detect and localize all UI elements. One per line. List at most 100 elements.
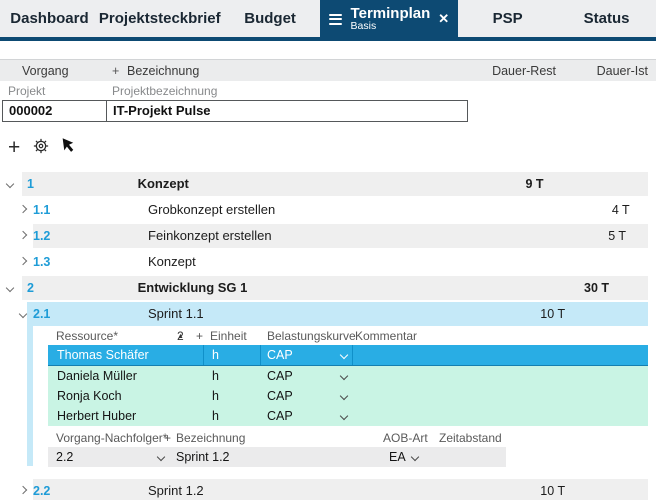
tab-terminplan-active[interactable]: Terminplan Basis ✕ bbox=[319, 0, 459, 41]
gear-icon[interactable] bbox=[32, 137, 50, 160]
add-resource-icon[interactable]: + bbox=[196, 329, 204, 343]
task-name: Konzept bbox=[137, 176, 189, 191]
chevron-down-icon[interactable] bbox=[156, 452, 166, 462]
task-duration: 4 T bbox=[611, 203, 630, 217]
successor-aob-select[interactable]: EA bbox=[389, 450, 406, 464]
task-number: 2.2 bbox=[33, 484, 51, 498]
schedule-tree: 1 Konzept 9 T 1.1 Grobkonzept erstellen … bbox=[0, 172, 656, 500]
chevron-right-icon[interactable] bbox=[18, 204, 28, 214]
projekt-label: Projekt bbox=[8, 84, 46, 98]
resource-name: Thomas Schäfer bbox=[57, 348, 149, 362]
toolbar: + bbox=[8, 137, 656, 159]
chevron-down-icon[interactable] bbox=[5, 283, 15, 293]
sort-asc-icon: ▲ bbox=[177, 333, 184, 340]
resource-column-header: Ressource* bbox=[56, 329, 119, 343]
projektbezeichnung-label: Projektbezeichnung bbox=[112, 84, 218, 98]
resource-name: Herbert Huber bbox=[57, 409, 137, 423]
column-divider bbox=[203, 345, 204, 365]
pointer-icon[interactable] bbox=[60, 136, 79, 161]
resource-kurve[interactable]: CAP bbox=[267, 348, 293, 362]
chevron-right-icon[interactable] bbox=[18, 230, 28, 240]
tab-status[interactable]: Status bbox=[583, 10, 630, 27]
add-column-icon[interactable]: + bbox=[112, 64, 120, 78]
task-name: Feinkonzept erstellen bbox=[148, 228, 272, 243]
tab-dashboard[interactable]: Dashboard bbox=[10, 10, 89, 27]
add-successor-icon[interactable]: + bbox=[164, 431, 172, 445]
task-number: 1.1 bbox=[33, 203, 51, 217]
task-row-1-2[interactable]: 1.2 Feinkonzept erstellen 5 T bbox=[0, 224, 656, 248]
tab-bar: Dashboard Projektsteckbrief Budget Termi… bbox=[0, 0, 656, 41]
tab-budget[interactable]: Budget bbox=[244, 10, 296, 27]
task-row-2-2[interactable]: 2.2 Sprint 1.2 10 T bbox=[0, 479, 656, 500]
row-background bbox=[33, 479, 648, 500]
einheit-column-header: Einheit bbox=[210, 329, 247, 343]
task-name: Konzept bbox=[148, 254, 196, 269]
close-icon[interactable]: ✕ bbox=[438, 11, 450, 26]
task-number: 2 bbox=[27, 281, 34, 295]
detail-left-strip bbox=[27, 326, 33, 466]
column-dauer-rest: Dauer-Rest bbox=[492, 64, 556, 78]
chevron-down-icon[interactable] bbox=[339, 411, 349, 421]
project-field-labels: Projekt Projektbezeichnung bbox=[0, 81, 656, 100]
task-name: Sprint 1.2 bbox=[148, 483, 204, 498]
tab-projektsteckbrief[interactable]: Projektsteckbrief bbox=[98, 10, 221, 27]
successor-vorgang-select[interactable]: 2.2 bbox=[56, 450, 74, 464]
chevron-down-icon[interactable] bbox=[339, 371, 349, 381]
resource-einheit[interactable]: h bbox=[212, 348, 219, 362]
column-divider bbox=[260, 345, 261, 365]
resource-name: Ronja Koch bbox=[57, 389, 122, 403]
resource-row[interactable]: Herbert Huber h CAP bbox=[48, 406, 648, 426]
chevron-down-icon[interactable] bbox=[339, 350, 349, 360]
task-row-2[interactable]: 2 Entwicklung SG 1 30 T bbox=[0, 276, 656, 300]
chevron-down-icon[interactable] bbox=[5, 179, 15, 189]
aob-art-column-header: AOB-Art bbox=[383, 431, 428, 445]
task-name: Entwicklung SG 1 bbox=[137, 280, 248, 295]
resource-einheit[interactable]: h bbox=[212, 389, 219, 403]
project-name-input[interactable]: IT-Projekt Pulse bbox=[106, 100, 468, 122]
chevron-down-icon[interactable] bbox=[410, 452, 420, 462]
task-duration: 5 T bbox=[608, 229, 627, 243]
resource-kurve[interactable]: CAP bbox=[267, 409, 293, 423]
resource-einheit[interactable]: h bbox=[212, 409, 219, 423]
successor-header-row: Vorgang-Nachfolger* + Bezeichnung AOB-Ar… bbox=[0, 426, 656, 447]
column-vorgang: Vorgang bbox=[22, 64, 69, 78]
resource-kurve[interactable]: CAP bbox=[267, 389, 293, 403]
task-row-1-3[interactable]: 1.3 Konzept bbox=[0, 250, 656, 274]
successor-row[interactable]: 2.2 Sprint 1.2 EA bbox=[48, 447, 506, 467]
task-number: 1 bbox=[27, 177, 34, 191]
task-duration: 10 T bbox=[540, 307, 566, 321]
zeitabstand-column-header: Zeitabstand bbox=[439, 431, 502, 445]
task-duration: 9 T bbox=[525, 177, 544, 191]
hamburger-icon[interactable] bbox=[328, 11, 342, 27]
column-dauer-ist: Dauer-Ist bbox=[596, 64, 648, 78]
row-background-highlight bbox=[27, 302, 648, 326]
chevron-down-icon[interactable] bbox=[339, 391, 349, 401]
task-row-1-1[interactable]: 1.1 Grobkonzept erstellen 4 T bbox=[0, 198, 656, 222]
chevron-down-icon[interactable] bbox=[18, 309, 28, 319]
chevron-right-icon[interactable] bbox=[18, 256, 28, 266]
resource-row-selected[interactable]: Thomas Schäfer h CAP bbox=[48, 345, 648, 366]
resource-einheit[interactable]: h bbox=[212, 369, 219, 383]
resource-kurve[interactable]: CAP bbox=[267, 369, 293, 383]
row-background bbox=[22, 276, 648, 300]
add-task-button[interactable]: + bbox=[8, 136, 21, 159]
project-number-input[interactable]: 000002 bbox=[2, 100, 107, 122]
task-name: Grobkonzept erstellen bbox=[148, 202, 276, 217]
chevron-right-icon[interactable] bbox=[18, 485, 28, 495]
row-background bbox=[22, 172, 648, 196]
resource-row[interactable]: Ronja Koch h CAP bbox=[48, 386, 648, 406]
vorgang-nachfolger-column-header: Vorgang-Nachfolger* bbox=[56, 431, 168, 445]
tab-psp[interactable]: PSP bbox=[492, 10, 523, 27]
task-row-1[interactable]: 1 Konzept 9 T bbox=[0, 172, 656, 196]
task-detail-panel: Ressource* 2 ▲ + Einheit Belastungskurve … bbox=[0, 326, 656, 467]
task-row-2-1-selected[interactable]: 2.1 Sprint 1.1 10 T bbox=[0, 302, 656, 326]
bezeichnung-column-header: Bezeichnung bbox=[176, 431, 246, 445]
task-name: Sprint 1.1 bbox=[148, 306, 204, 321]
resource-header-row: Ressource* 2 ▲ + Einheit Belastungskurve … bbox=[56, 329, 418, 343]
task-number: 2.1 bbox=[33, 307, 51, 321]
column-bezeichnung: Bezeichnung bbox=[127, 64, 200, 78]
task-duration: 10 T bbox=[540, 484, 566, 498]
resource-name: Daniela Müller bbox=[57, 369, 137, 383]
resource-row[interactable]: Daniela Müller h CAP bbox=[48, 366, 648, 386]
task-number: 1.2 bbox=[33, 229, 51, 243]
